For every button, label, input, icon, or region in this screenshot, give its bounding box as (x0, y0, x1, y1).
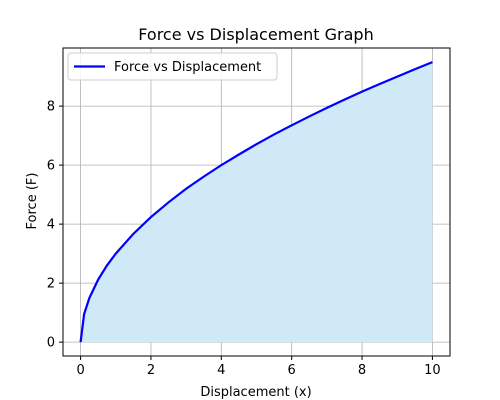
legend: Force vs Displacement (67, 52, 278, 81)
x-tick-label: 4 (217, 363, 225, 378)
legend-box (67, 52, 278, 81)
x-tick-label: 2 (147, 363, 155, 378)
x-tick-label: 8 (358, 363, 366, 378)
y-tick-label: 0 (47, 336, 55, 351)
chart-title: Force vs Displacement Graph (138, 25, 373, 44)
y-axis: 0 2 4 6 8 (47, 100, 63, 351)
y-tick-label: 6 (47, 159, 55, 174)
y-tick-label: 2 (47, 277, 55, 292)
y-tick-label: 8 (47, 100, 55, 115)
legend-label: Force vs Displacement (114, 60, 261, 75)
x-tick-label: 10 (424, 363, 441, 378)
x-tick-label: 0 (76, 363, 84, 378)
x-tick-label: 6 (288, 363, 296, 378)
x-axis-label: Displacement (x) (200, 385, 311, 400)
y-tick-label: 4 (47, 218, 55, 233)
area-fill (80, 62, 433, 343)
x-axis: 0 2 4 6 8 10 (76, 356, 441, 378)
y-axis-label: Force (F) (25, 173, 40, 230)
series-line (79, 61, 433, 343)
plot-frame (62, 47, 451, 357)
